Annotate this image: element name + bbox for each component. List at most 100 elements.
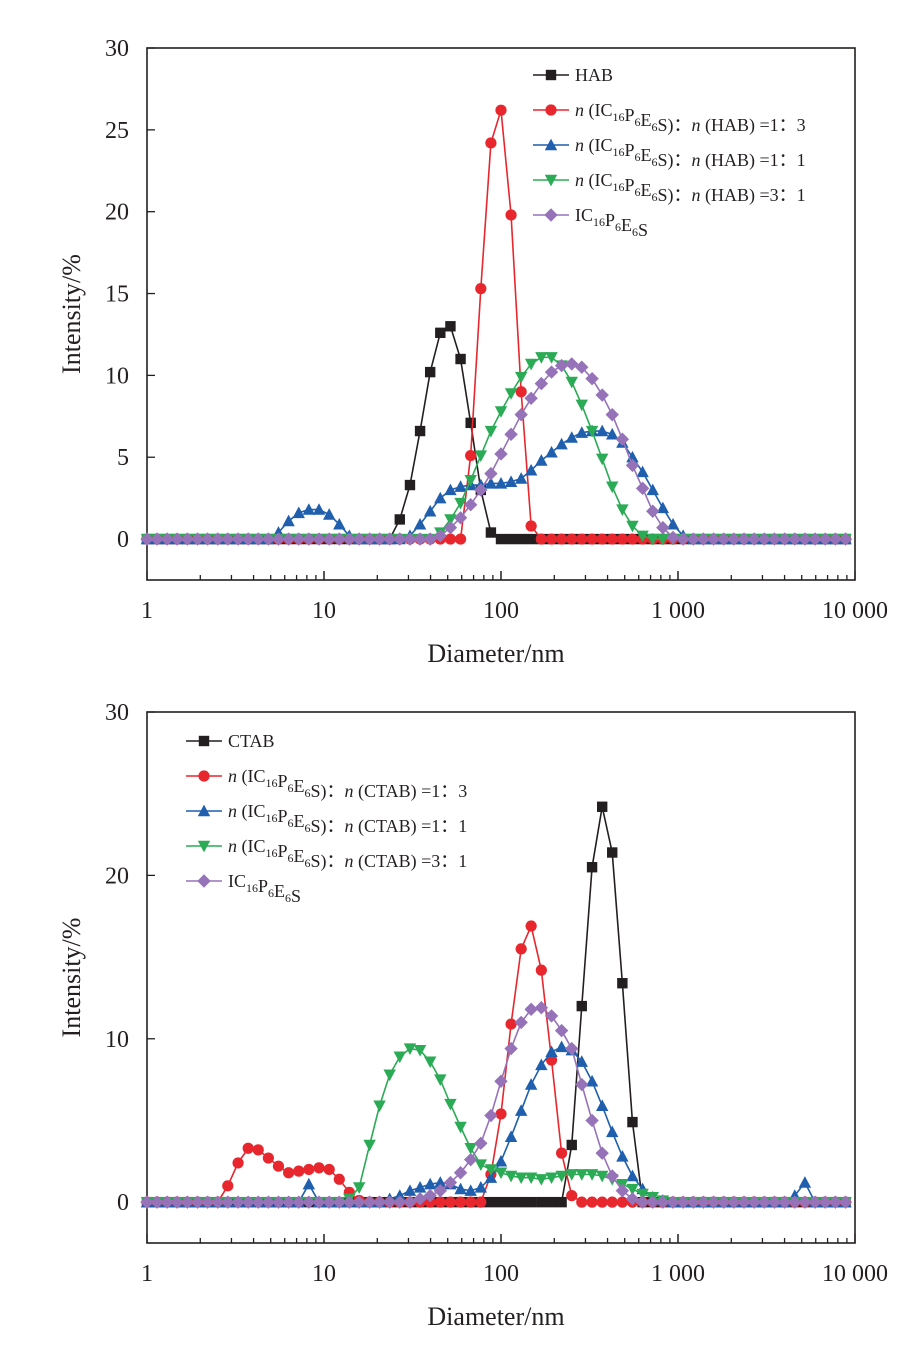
data-point (474, 1136, 488, 1151)
data-point (393, 1195, 407, 1209)
data-point (231, 1195, 245, 1209)
y-tick-label: 5 (117, 445, 129, 471)
data-point (505, 533, 517, 545)
data-point (211, 532, 225, 546)
x-tick-label: 1 000 (651, 1261, 705, 1287)
data-point (454, 533, 467, 545)
data-point (200, 532, 215, 546)
data-point (221, 532, 235, 546)
data-point (160, 532, 174, 546)
data-point (505, 1196, 517, 1208)
data-point (585, 425, 599, 438)
legend-label: IC16P6E6S (575, 205, 648, 240)
data-point (413, 517, 427, 530)
data-point (292, 1195, 306, 1209)
data-point (281, 1195, 296, 1209)
data-point (251, 532, 265, 546)
data-point (494, 1154, 508, 1167)
data-point (302, 503, 316, 515)
data-point (444, 1098, 457, 1111)
data-point (485, 1196, 497, 1208)
data-point (333, 517, 346, 530)
data-point (180, 532, 195, 546)
data-point (524, 463, 538, 476)
data-point (717, 1195, 731, 1209)
data-point (454, 1182, 467, 1195)
series-line (147, 923, 846, 1203)
data-point (413, 1181, 427, 1193)
data-point (596, 533, 608, 545)
legend-label: n (IC16P6E6S)：n (HAB) =1：1 (575, 135, 806, 171)
x-axis-title: Diameter/nm (427, 1302, 564, 1331)
data-point (566, 533, 578, 545)
data-point (271, 532, 286, 546)
data-point (585, 1074, 599, 1087)
data-point (484, 1171, 498, 1183)
series-2 (140, 1040, 852, 1208)
data-point (808, 532, 822, 546)
legend-marker (544, 138, 558, 151)
data-point (352, 532, 366, 546)
data-point (545, 1045, 558, 1058)
legend-marker (198, 770, 210, 782)
data-point (706, 532, 721, 546)
data-point (586, 533, 598, 545)
data-point (382, 532, 397, 546)
data-point (454, 497, 467, 510)
data-point (332, 1195, 346, 1209)
data-point (585, 1169, 599, 1181)
data-point (463, 498, 478, 512)
data-point (535, 454, 548, 466)
data-point (453, 1166, 468, 1180)
series-3 (140, 352, 852, 546)
data-point (798, 532, 812, 546)
data-point (292, 532, 306, 546)
data-point (595, 1146, 609, 1160)
data-point (536, 1196, 547, 1208)
data-point (342, 532, 357, 546)
data-point (636, 465, 649, 478)
data-point (372, 1195, 387, 1209)
data-point (808, 1195, 822, 1209)
data-point (200, 1195, 215, 1209)
data-point (727, 532, 741, 546)
data-point (434, 1196, 446, 1208)
data-point (535, 1174, 548, 1186)
data-point (413, 1045, 427, 1057)
data-point (484, 466, 498, 481)
data-point (596, 1196, 608, 1208)
data-point (676, 532, 690, 546)
data-point (453, 511, 468, 525)
data-point (465, 449, 477, 462)
data-point (323, 1163, 335, 1176)
data-point (484, 1164, 498, 1176)
data-point (535, 533, 547, 545)
data-point (525, 1196, 537, 1208)
x-tick-label: 1 (141, 1261, 153, 1287)
y-tick-label: 30 (105, 700, 129, 726)
data-point (556, 1147, 568, 1159)
data-point (252, 1144, 264, 1156)
data-point (595, 1170, 609, 1183)
data-point (646, 1195, 660, 1209)
data-point (474, 483, 488, 497)
data-point (484, 1108, 498, 1123)
data-point (838, 532, 853, 546)
data-point (565, 357, 579, 371)
data-point (170, 532, 184, 546)
data-point (465, 417, 476, 429)
data-point (798, 1195, 812, 1209)
data-point (576, 533, 588, 545)
data-point (616, 533, 628, 545)
data-point (423, 1056, 437, 1069)
data-point (717, 532, 731, 546)
legend-item: HAB (533, 65, 613, 85)
data-point (504, 1041, 518, 1056)
data-point (818, 1195, 832, 1209)
data-point (696, 1195, 711, 1209)
data-point (585, 371, 599, 386)
data-point (575, 360, 589, 374)
data-point (504, 1130, 518, 1142)
data-point (595, 453, 609, 466)
